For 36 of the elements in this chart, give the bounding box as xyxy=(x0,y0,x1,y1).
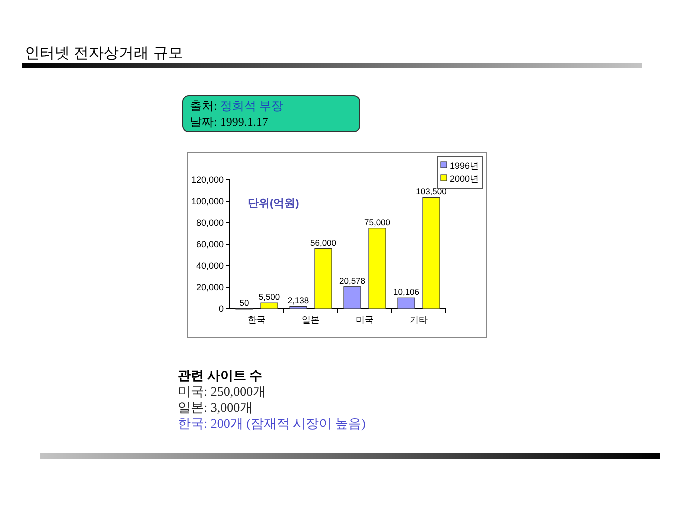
text: 일본: 3,000개 xyxy=(178,400,254,415)
y-tick-label: 20,000 xyxy=(196,282,224,292)
bar xyxy=(314,248,332,310)
data-label: 75,000 xyxy=(364,217,391,228)
text: 날짜: 1999.1.17 xyxy=(190,115,268,129)
legend-label: 1996년 xyxy=(450,161,480,171)
data-label: 2,138 xyxy=(288,296,310,306)
y-tick-label: 120,000 xyxy=(191,175,224,185)
source-note: 출처: 정희석 부장 xyxy=(190,99,284,113)
bar xyxy=(422,197,440,310)
y-tick-label: 100,000 xyxy=(191,196,224,206)
data-label: 20,578 xyxy=(340,276,366,286)
text: 인터넷 전자상거래 규모 xyxy=(25,45,184,62)
x-tick-label: 일본 xyxy=(302,315,320,325)
data-label: 56,000 xyxy=(310,238,337,248)
y-tick-label: 80,000 xyxy=(196,218,224,228)
x-tick-label: 한국 xyxy=(248,315,266,325)
bar xyxy=(368,228,386,310)
bar xyxy=(344,286,362,310)
data-label: 50 xyxy=(240,298,250,308)
data-label: 103,500 xyxy=(416,186,448,197)
y-tick-label: 0 xyxy=(218,304,224,314)
data-label: 5,500 xyxy=(258,292,280,302)
legend-label: 2000년 xyxy=(450,174,480,184)
text: 미국: 250,000개 xyxy=(178,384,266,399)
data-label: 10,106 xyxy=(394,287,420,298)
bar xyxy=(398,298,416,310)
y-tick-label: 40,000 xyxy=(196,261,224,271)
text: 관련 사이트 수 xyxy=(178,368,262,383)
x-tick-label: 미국 xyxy=(356,315,374,325)
bar xyxy=(260,302,278,310)
y-tick-label: 60,000 xyxy=(196,240,224,250)
x-tick-label: 기타 xyxy=(410,315,428,325)
text: 한국: 200개 (잠재적 시장이 높음) xyxy=(178,416,366,431)
y-axis-title: 단위(억원) xyxy=(248,198,300,210)
bar xyxy=(290,306,308,310)
